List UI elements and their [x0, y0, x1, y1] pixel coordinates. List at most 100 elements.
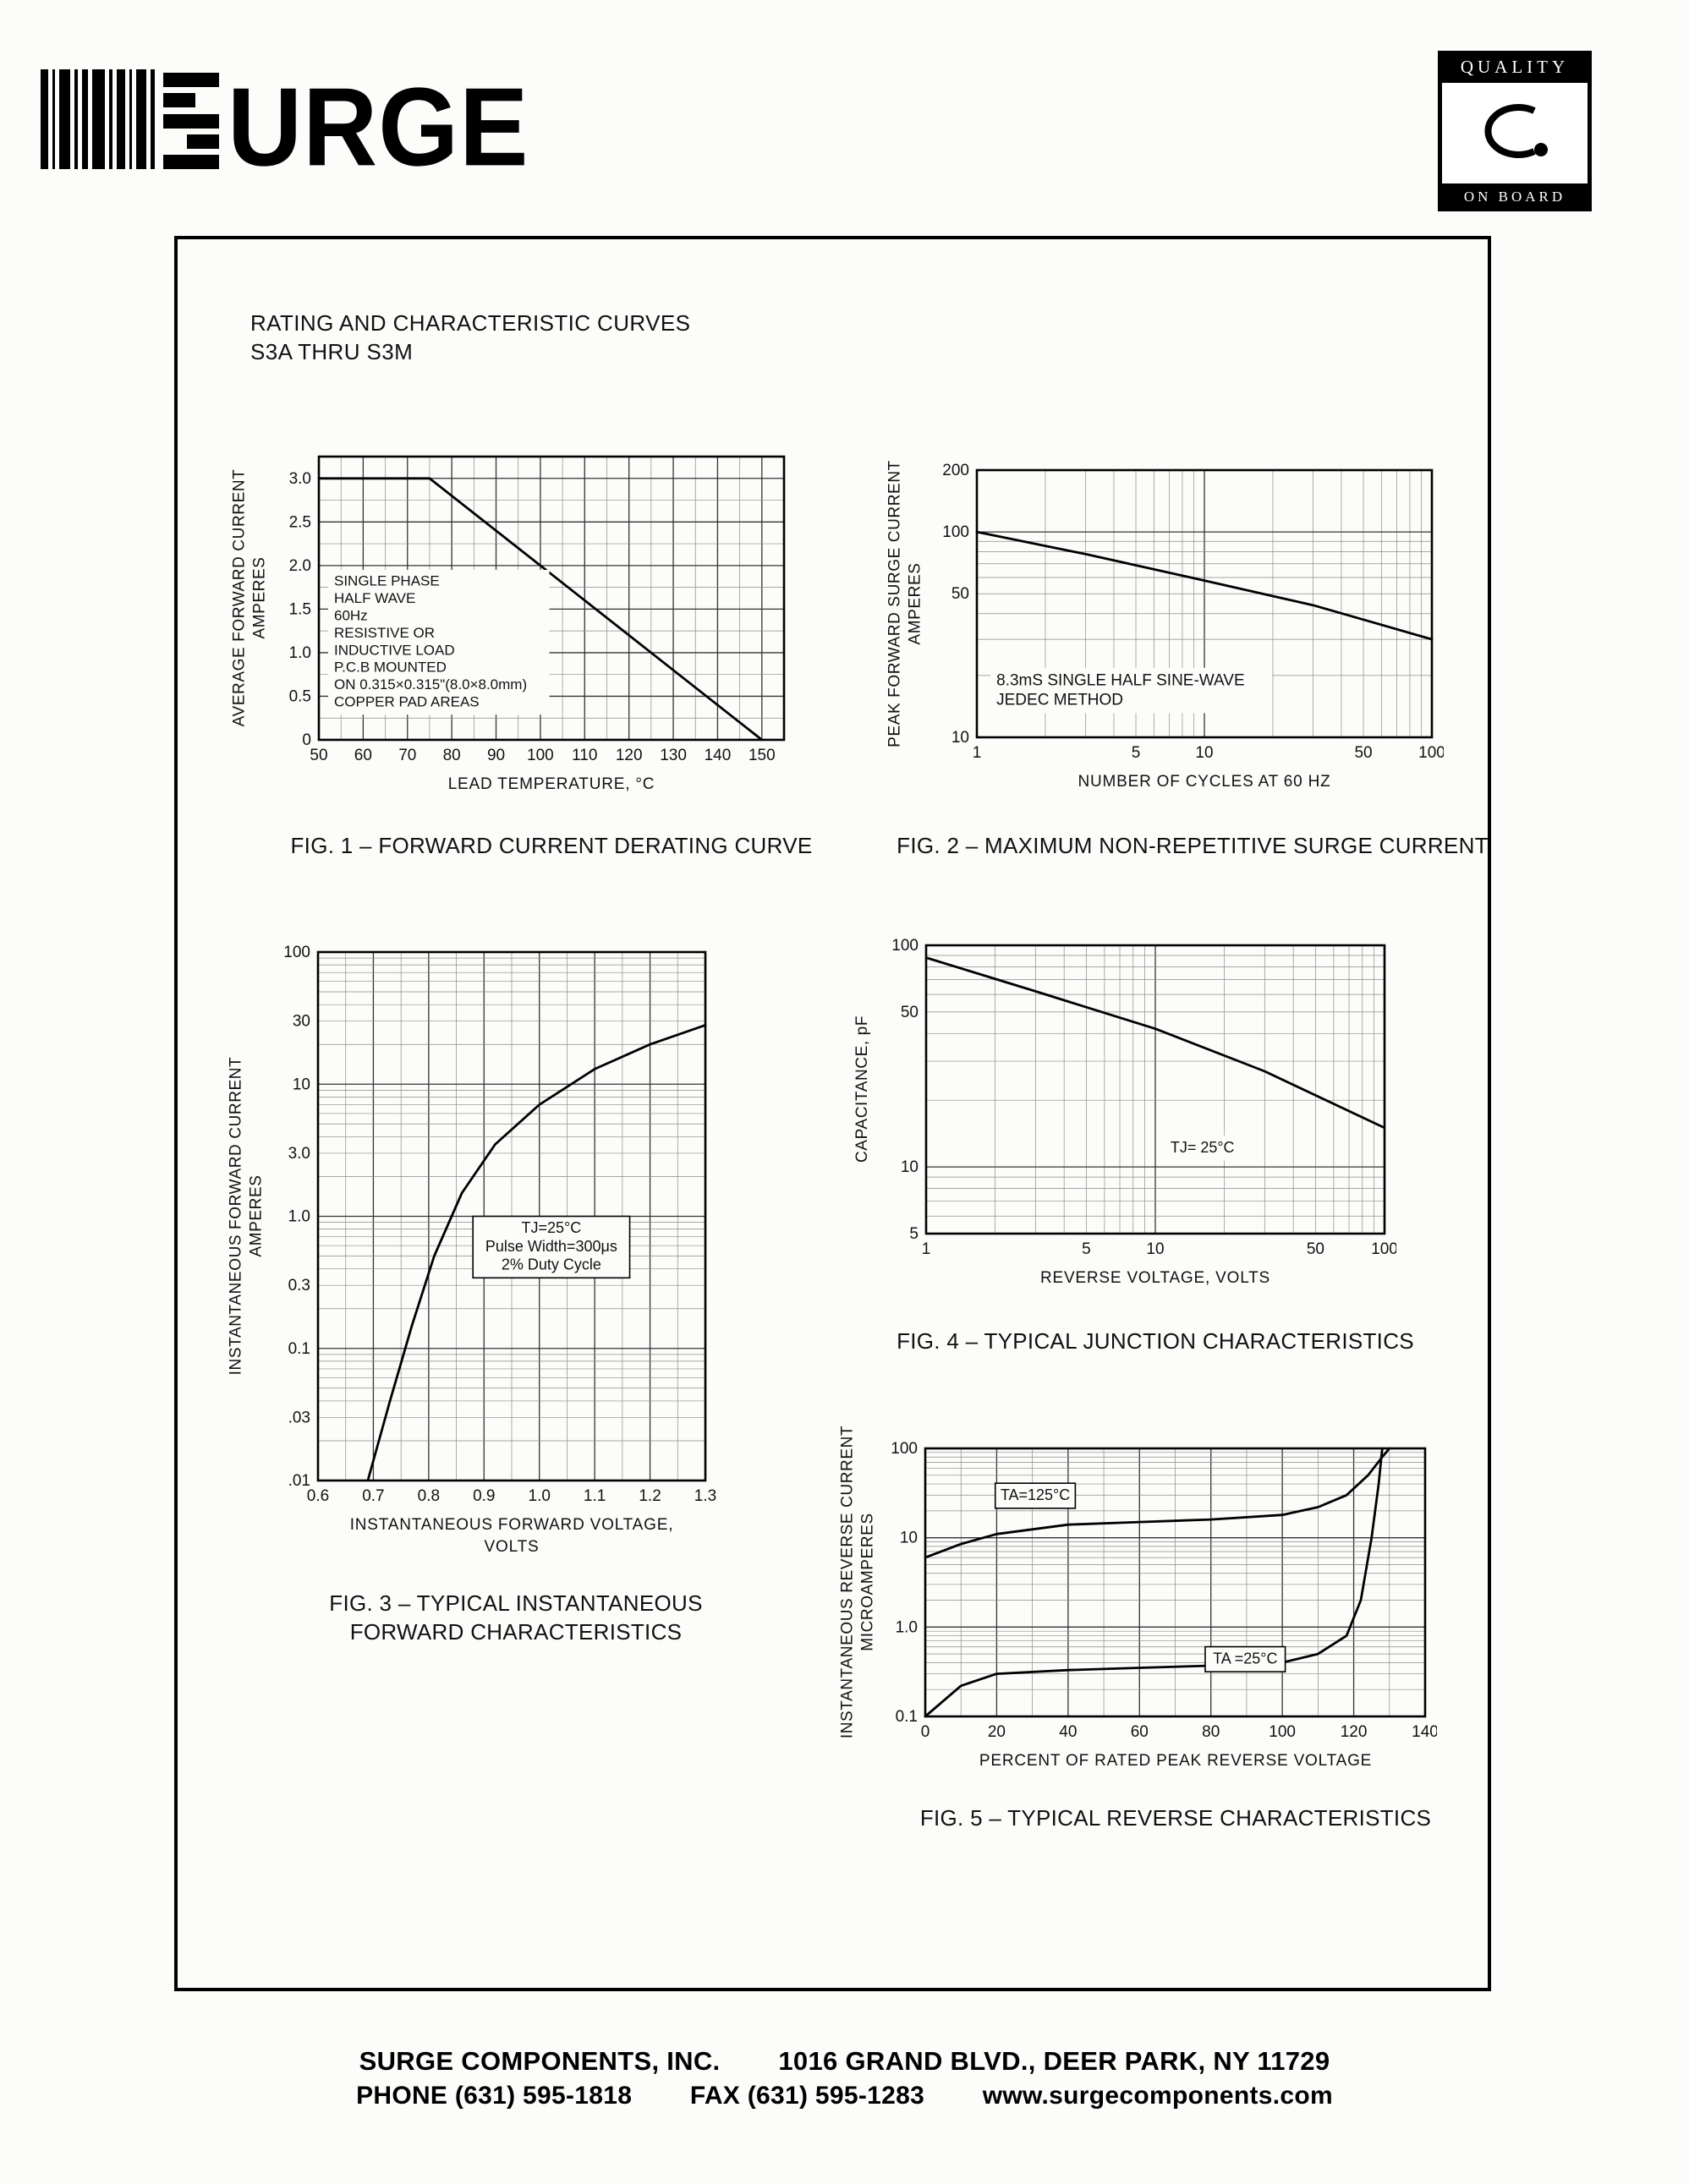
fig2-x-tick: 10 — [1195, 744, 1213, 762]
fig2-annotation-text: 8.3mS SINGLE HALF SINE-WAVE — [996, 672, 1245, 690]
quality-on-board-badge: QUALITY ON BOARD — [1438, 51, 1592, 211]
fig4-x-tick: 50 — [1307, 1240, 1324, 1258]
q-mark-icon — [1484, 103, 1548, 158]
fig2-y-tick: 100 — [942, 523, 969, 541]
fig3-y-tick: .03 — [288, 1409, 310, 1426]
fig1-x-tick: 140 — [705, 747, 732, 764]
fig1-annotation-text: ON 0.315×0.315"(8.0×8.0mm) — [334, 676, 527, 692]
fig5-plot: TA=125°C TA =25°C 0 20 40 60 80 100 120 140 100 10 1… — [891, 1442, 1437, 1741]
fig3-x-tick: 0.9 — [473, 1487, 495, 1505]
footer-website: www.surgecomponents.com — [982, 2082, 1333, 2110]
fig5-reverse-25c — [924, 1447, 1384, 1718]
fig5-annotation-text: TA=125°C — [1001, 1486, 1070, 1503]
badge-mark — [1442, 83, 1588, 183]
fig3-annotation-text: TJ=25°C — [522, 1219, 582, 1236]
fig5-grid — [924, 1448, 1426, 1717]
fig3-x-tick: 1.3 — [694, 1487, 716, 1505]
fig5-y-tick: 100 — [891, 1442, 918, 1458]
fig3-plot-border — [316, 950, 707, 1482]
fig3-y-tick: 0.3 — [288, 1277, 310, 1295]
fig1-y-tick: 3.0 — [289, 470, 311, 488]
fig3-y-tick: 30 — [293, 1013, 310, 1031]
main-border-frame — [174, 236, 1491, 1991]
fig1-x-tick: 100 — [527, 747, 554, 764]
fig1-x-tick: 50 — [310, 747, 327, 764]
fig1-annotation-text: INDUCTIVE LOAD — [334, 642, 455, 658]
fig5-reverse-125c — [924, 1447, 1391, 1559]
fig5-x-tick: 60 — [1131, 1723, 1149, 1741]
fig2-x-tick: 100 — [1418, 744, 1444, 762]
fig4-y-tick: 10 — [901, 1158, 919, 1176]
fig2-annotation-text: JEDEC METHOD — [996, 691, 1123, 709]
fig5-x-tick: 100 — [1269, 1723, 1296, 1741]
fig1-y-tick: 0 — [302, 731, 311, 749]
fig3-x-tick: 0.8 — [418, 1487, 440, 1505]
fig4-annotation-text: TJ= 25°C — [1171, 1139, 1235, 1156]
footer-fax: FAX (631) 595-1283 — [689, 2082, 925, 2110]
fig3-y-tick: .01 — [288, 1472, 310, 1490]
page-title-line2: S3A THRU S3M — [250, 338, 414, 364]
fig2-x-tick: 5 — [1132, 744, 1141, 762]
fig1-x-tick: 110 — [572, 747, 597, 764]
fig3-caption: FIG. 3 – TYPICAL INSTANTANEOUS FORWARD C… — [329, 1590, 703, 1645]
fig3-y-tick: 0.1 — [288, 1340, 310, 1358]
fig5-x-tick: 0 — [921, 1723, 930, 1741]
fig1-annotation-text: HALF WAVE — [334, 590, 415, 606]
fig4-x-tick: 1 — [922, 1240, 931, 1258]
fig2-x-tick: 50 — [1354, 744, 1372, 762]
fig5-plot-border — [924, 1447, 1427, 1718]
fig4-grid — [925, 944, 1385, 1234]
fig1-annotation-text: RESISTIVE OR — [334, 625, 435, 641]
fig3-x-tick: 1.2 — [639, 1487, 661, 1505]
fig1-plot-border — [317, 455, 786, 742]
fig3-y-tick: 3.0 — [288, 1145, 310, 1163]
fig2-x-tick: 1 — [973, 744, 982, 762]
fig5-x-tick: 140 — [1412, 1723, 1437, 1741]
fig3-forward-characteristic — [366, 1024, 707, 1482]
fig1-y-tick: 1.0 — [289, 644, 311, 662]
fig1-derating-curve — [317, 477, 764, 742]
fig4-y-axis-label: CAPACITANCE, pF — [853, 1015, 872, 1163]
fig5-y-tick: 10 — [900, 1530, 918, 1547]
fig3-annotation-text: Pulse Width=300μs — [485, 1238, 617, 1255]
fig5-x-tick: 120 — [1341, 1723, 1368, 1741]
fig1-y-axis-label: AVERAGE FORWARD CURRENT AMPERES — [230, 468, 268, 727]
fig5-y-tick: 1.0 — [896, 1618, 918, 1636]
fig1-x-tick: 130 — [660, 747, 687, 764]
fig3-x-tick: 1.1 — [584, 1487, 606, 1505]
fig4-plot-border — [924, 944, 1386, 1235]
fig1-y-tick: 0.5 — [289, 687, 311, 705]
page-title-line1: RATING AND CHARACTERISTIC CURVES — [250, 310, 691, 336]
fig2-plot-border — [975, 468, 1434, 739]
fig5-x-tick: 20 — [988, 1723, 1006, 1741]
fig3-x-tick: 0.6 — [307, 1487, 329, 1505]
fig5-annotation-text: TA =25°C — [1213, 1650, 1277, 1667]
fig3-x-tick: 0.7 — [362, 1487, 384, 1505]
fig1-y-tick: 1.5 — [289, 600, 311, 618]
badge-on-board-label: ON BOARD — [1463, 189, 1566, 205]
fig4-caption: FIG. 4 – TYPICAL JUNCTION CHARACTERISTIC… — [897, 1328, 1414, 1354]
fig1-x-axis-label: LEAD TEMPERATURE, °C — [447, 775, 655, 793]
fig5-y-tick: 0.1 — [896, 1708, 918, 1726]
fig2-y-tick: 50 — [951, 585, 969, 603]
fig3-x-axis-label: INSTANTANEOUS FORWARD VOLTAGE, VOLTS — [349, 1516, 674, 1556]
logo-barcode-bars — [41, 69, 155, 169]
logo-text: URGE — [228, 64, 529, 189]
fig4-x-tick: 5 — [1082, 1240, 1091, 1258]
fig4-x-tick: 100 — [1371, 1240, 1396, 1258]
fig1-annotation-text: 60Hz — [334, 608, 368, 624]
fig1-x-tick: 150 — [749, 747, 776, 764]
fig2-x-axis-label: NUMBER OF CYCLES AT 60 HZ — [1078, 773, 1331, 791]
fig2-caption: FIG. 2 – MAXIMUM NON-REPETITIVE SURGE CU… — [897, 833, 1489, 858]
badge-quality-label: QUALITY — [1460, 57, 1570, 77]
fig1-y-tick: 2.5 — [289, 513, 311, 531]
fig1-x-tick: 90 — [487, 747, 505, 764]
fig1-annotation-text: COPPER PAD AREAS — [334, 694, 480, 710]
fig1-x-tick: 60 — [354, 747, 372, 764]
fig5-x-tick: 80 — [1202, 1723, 1220, 1741]
logo-s-glyph — [163, 73, 219, 169]
fig5-x-axis-label: PERCENT OF RATED PEAK REVERSE VOLTAGE — [979, 1752, 1373, 1770]
